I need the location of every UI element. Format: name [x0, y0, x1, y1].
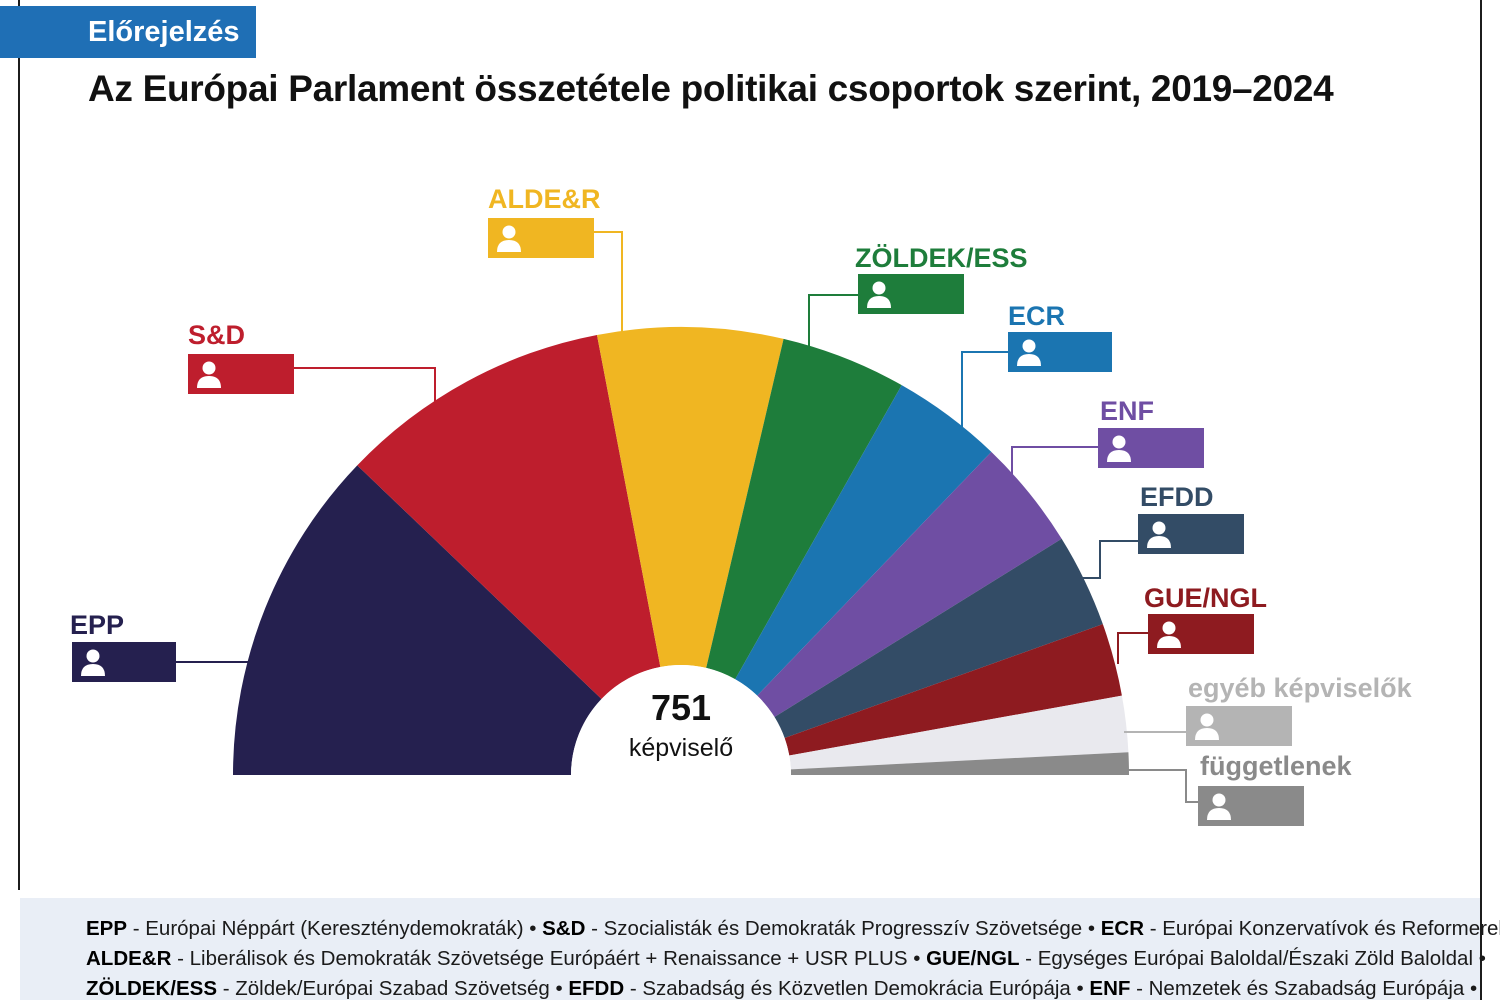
group-label-s-d: S&D	[188, 320, 245, 350]
slice-z-ldek-ess	[706, 338, 902, 680]
connector-efdd	[1082, 540, 1138, 579]
legend-abbr: S&D	[542, 917, 586, 940]
person-icon-body	[197, 376, 221, 388]
person-icon	[202, 361, 216, 375]
legend-desc: - Nemzetek és Szabadság Európája •	[1130, 977, 1478, 1000]
slice-ecr	[735, 385, 992, 696]
slice-alde-r	[596, 327, 784, 668]
slice-egy-b-k-pvisel-k	[789, 695, 1129, 770]
slice-epp	[233, 465, 602, 775]
person-icon	[1152, 521, 1166, 535]
person-icon	[1200, 713, 1214, 727]
person-icon	[502, 225, 516, 239]
connector-f-ggetlenek	[1126, 769, 1198, 803]
center-hole	[571, 665, 791, 775]
legend-abbr: EPP	[86, 917, 128, 940]
person-icon-body	[81, 664, 105, 676]
group-label-z-ldek-ess: ZÖLDEK/ESS	[855, 243, 1028, 273]
person-icon	[872, 281, 886, 295]
person-icon-body	[867, 296, 891, 308]
chart-title: Az Európai Parlament összetétele politik…	[88, 68, 1334, 109]
group-label-gue-ngl: GUE/NGL	[1144, 583, 1267, 613]
legend-desc: - Szocialisták és Demokraták Progresszív…	[585, 917, 1101, 940]
person-icon	[1112, 435, 1126, 449]
legend-desc: - Európai Néppárt (Kereszténydemokraták)…	[127, 917, 543, 940]
total-seats-label: képviselő	[629, 734, 733, 762]
group-label-ecr: ECR	[1008, 301, 1065, 331]
legend-abbr: GUE/NGL	[926, 947, 1020, 970]
slice-f-ggetlenek	[790, 752, 1129, 775]
connector-z-ldek-ess	[808, 294, 858, 350]
person-icon	[1212, 793, 1226, 807]
person-icon-body	[1147, 536, 1171, 548]
slice-enf	[757, 451, 1062, 717]
connector-enf	[1011, 446, 1098, 476]
legend-abbr: ALDE&R	[86, 947, 172, 970]
connector-s-d	[294, 367, 436, 404]
person-icon-body	[1107, 450, 1131, 462]
person-icon-body	[497, 240, 521, 252]
legend-line-3: ZÖLDEK/ESS - Zöldek/Európai Szabad Szöve…	[86, 974, 1480, 1004]
group-label-egy-b-k-pvisel-k: egyéb képviselők	[1188, 673, 1413, 703]
legend-abbr: EFDD	[568, 977, 625, 1000]
person-icon	[1022, 339, 1036, 353]
group-label-alde-r: ALDE&R	[488, 184, 601, 214]
legend-desc: - Liberálisok és Demokraták Szövetsége E…	[171, 947, 927, 970]
parliament-chart: 751 képviselő EPP S&D ALDE&R ZÖLDEK/ESS ECR ENF…	[70, 184, 1413, 826]
legend-desc: - Egységes Európai Baloldal/Északi Zöld …	[1019, 947, 1486, 970]
person-icon	[1162, 621, 1176, 635]
legend-line-1: EPP - Európai Néppárt (Kereszténydemokra…	[86, 914, 1500, 944]
person-icon-body	[1207, 808, 1231, 820]
legend-desc: - Szabadság és Közvetlen Demokrácia Euró…	[624, 977, 1090, 1000]
legend-abbr: ZÖLDEK/ESS	[86, 977, 217, 1000]
person-icon-body	[1157, 636, 1181, 648]
slice-gue-ngl	[784, 624, 1122, 756]
forecast-badge: Előrejelzés	[0, 6, 256, 58]
total-seats-value: 751	[651, 687, 711, 728]
person-icon-body	[1017, 354, 1041, 366]
group-label-efdd: EFDD	[1140, 482, 1214, 512]
connector-gue-ngl	[1117, 632, 1148, 664]
legend-desc: - Zöldek/Európai Szabad Szövetség •	[217, 977, 569, 1000]
legend-footer: EPP - Európai Néppárt (Kereszténydemokra…	[20, 898, 1500, 1000]
legend-line-2: ALDE&R - Liberálisok és Demokraták Szöve…	[86, 944, 1486, 974]
group-label-epp: EPP	[70, 610, 124, 640]
frame-right-border	[1480, 0, 1482, 1000]
connector-alde-r	[594, 231, 623, 333]
legend-desc: - Európai Konzervatívok és Reformerek •	[1144, 917, 1500, 940]
group-label-enf: ENF	[1100, 396, 1154, 426]
person-icon	[86, 649, 100, 663]
legend-abbr: ECR	[1100, 917, 1145, 940]
group-label-f-ggetlenek: függetlenek	[1200, 751, 1353, 781]
slice-efdd	[774, 538, 1103, 738]
legend-abbr: ENF	[1089, 977, 1131, 1000]
person-icon-body	[1195, 728, 1219, 740]
frame-left-border	[18, 0, 20, 890]
connector-ecr	[961, 351, 1008, 428]
slice-s-d	[357, 334, 661, 699]
